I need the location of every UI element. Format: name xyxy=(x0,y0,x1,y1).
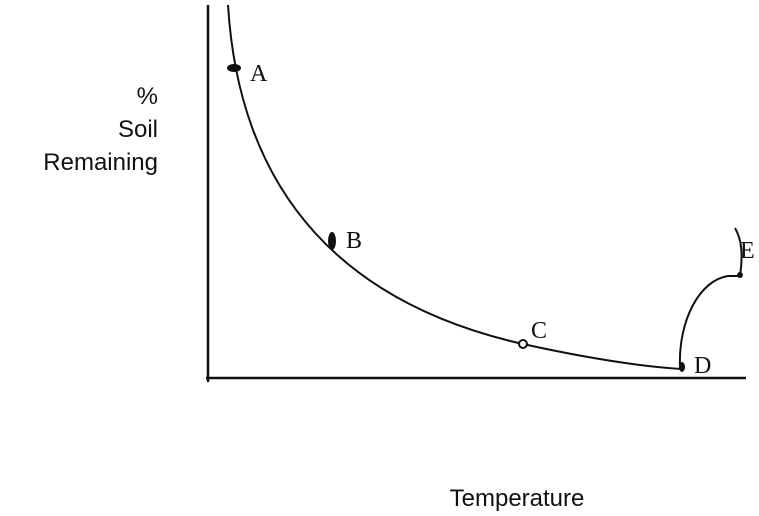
point-label: A xyxy=(250,61,268,87)
y-axis-label: Soil xyxy=(118,116,158,143)
point-label: D xyxy=(694,353,711,379)
curve-rise xyxy=(678,227,743,369)
curve xyxy=(227,4,683,370)
point-label: B xyxy=(346,228,362,254)
point-label: C xyxy=(531,318,547,344)
x-axis-label: Temperature xyxy=(450,485,585,512)
y-axis-label: % xyxy=(137,83,158,110)
point-label: E xyxy=(740,238,755,264)
point-e xyxy=(737,272,743,278)
point-d xyxy=(679,362,685,372)
point-a xyxy=(227,64,241,72)
point-b xyxy=(328,232,336,250)
y-axis-label: Remaining xyxy=(43,149,158,176)
point-c xyxy=(518,339,528,349)
